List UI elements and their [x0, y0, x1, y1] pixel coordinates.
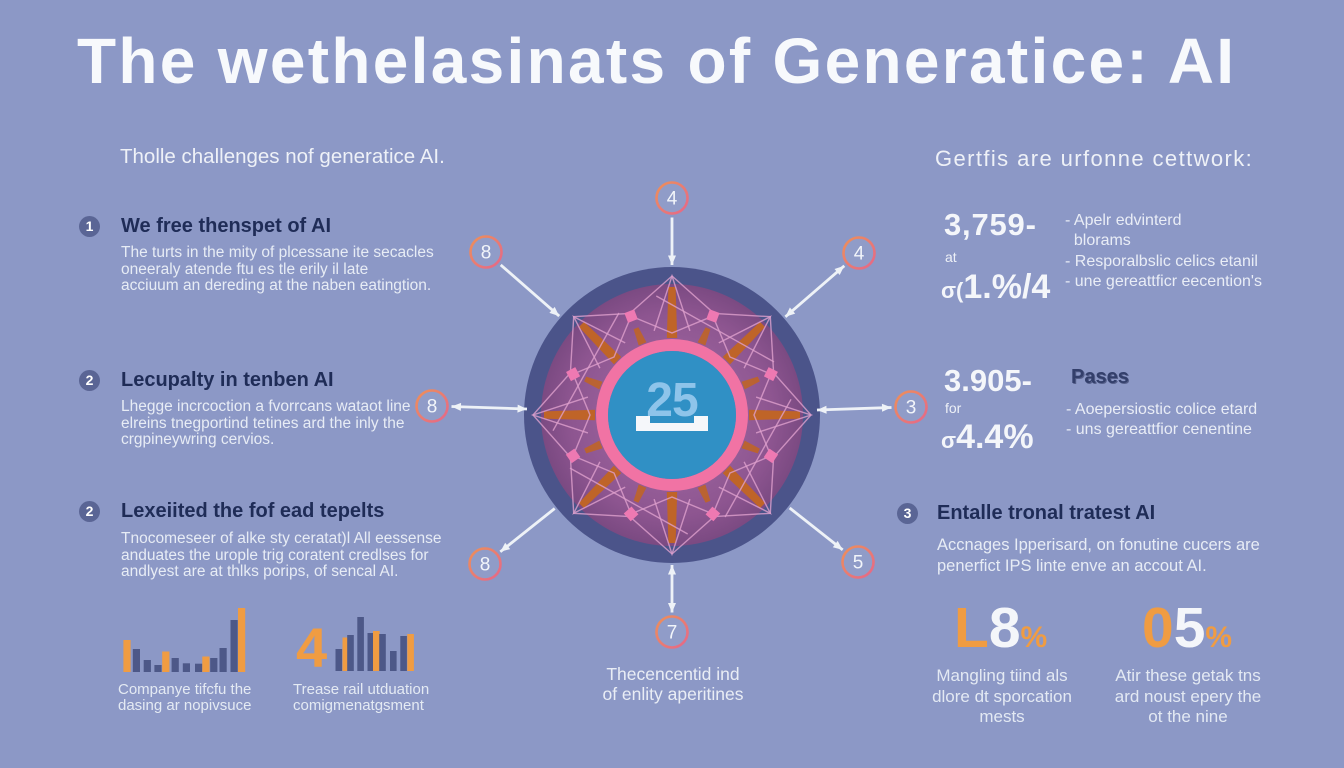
svg-text:7: 7 — [667, 623, 678, 644]
svg-text:4: 4 — [667, 189, 678, 210]
svg-text:4: 4 — [296, 616, 327, 679]
svg-text:8: 8 — [481, 243, 492, 264]
svg-text:8: 8 — [480, 555, 491, 576]
svg-text:4: 4 — [854, 244, 865, 265]
svg-text:8: 8 — [427, 397, 438, 418]
svg-text:3: 3 — [906, 398, 917, 419]
svg-text:25: 25 — [646, 374, 698, 427]
svg-text:5: 5 — [853, 553, 864, 574]
